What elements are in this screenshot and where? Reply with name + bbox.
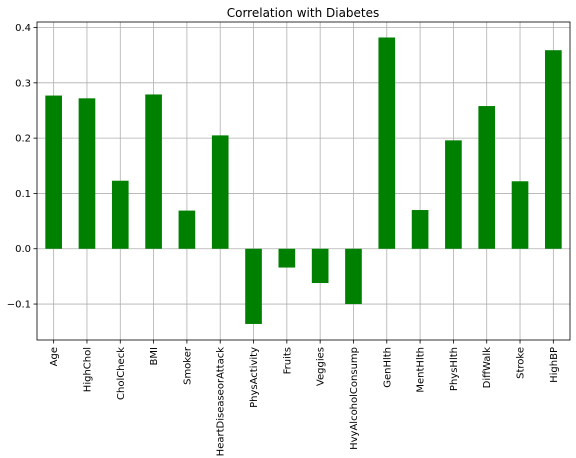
plot-frame bbox=[36, 21, 571, 341]
x-tick-label: DiffWalk bbox=[482, 347, 493, 389]
y-tick-label: 0.2 bbox=[15, 134, 31, 145]
x-tick-label: PhysHlth bbox=[449, 347, 460, 391]
bar bbox=[278, 248, 296, 268]
bar bbox=[345, 248, 362, 305]
bar bbox=[411, 210, 429, 249]
bar bbox=[211, 135, 229, 249]
x-tick-label: MentHlth bbox=[416, 347, 427, 393]
x-tick-label: HvyAlcoholConsump bbox=[349, 347, 360, 450]
x-tick-label: GenHlth bbox=[382, 347, 393, 388]
y-tick-label: 0.1 bbox=[15, 189, 31, 200]
y-tick-label: 0.3 bbox=[15, 78, 31, 89]
bar bbox=[311, 248, 329, 284]
y-tick-label: −0.1 bbox=[7, 300, 31, 311]
grid bbox=[37, 22, 570, 340]
bar bbox=[45, 95, 62, 249]
bar bbox=[545, 50, 562, 249]
x-tick-label: Age bbox=[49, 347, 60, 366]
bar bbox=[78, 98, 96, 249]
x-tick-label: Fruits bbox=[282, 347, 293, 374]
bar bbox=[511, 181, 529, 249]
x-tick-label: BMI bbox=[149, 347, 160, 365]
x-tick-label: Veggies bbox=[316, 347, 327, 386]
bars bbox=[45, 37, 562, 324]
bar bbox=[478, 106, 496, 249]
x-axis: Age HighChol CholCheck BMI Smoker HeartDiseas… bbox=[49, 340, 560, 456]
bar bbox=[111, 180, 129, 249]
y-tick-label: 0.4 bbox=[15, 23, 31, 34]
x-tick-label: HighChol bbox=[82, 347, 93, 392]
x-tick-label: HighBP bbox=[549, 347, 560, 383]
x-tick-label: PhysActivity bbox=[249, 347, 260, 408]
y-tick-label: 0.0 bbox=[15, 244, 31, 255]
bar bbox=[178, 210, 196, 249]
bar bbox=[445, 140, 462, 249]
chart-title: Correlation with Diabetes bbox=[227, 6, 380, 20]
bar bbox=[145, 94, 162, 249]
x-tick-label: HeartDiseaseorAttack bbox=[216, 347, 227, 457]
x-tick-label: Smoker bbox=[182, 346, 193, 385]
bar bbox=[245, 248, 262, 324]
x-tick-label: Stroke bbox=[516, 347, 527, 379]
bar bbox=[378, 37, 396, 249]
x-tick-label: CholCheck bbox=[116, 347, 127, 400]
y-axis: −0.1 0.0 0.1 0.2 0.3 0.4 bbox=[7, 23, 37, 311]
